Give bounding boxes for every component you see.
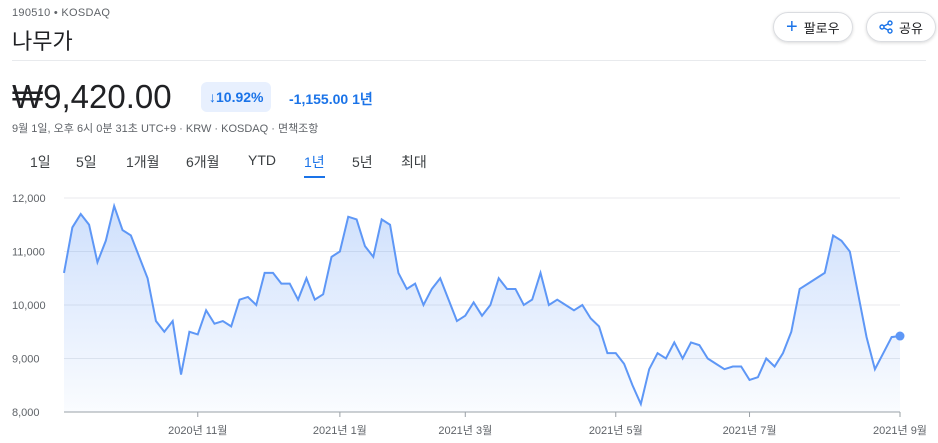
- x-tick-label: 2021년 9월: [873, 424, 927, 437]
- last-point: [895, 331, 905, 341]
- y-tick-label: 10,000: [12, 300, 46, 312]
- company-name: 나무가: [12, 29, 73, 54]
- x-tick-label: 2021년 3월: [438, 424, 492, 437]
- x-tick-label: 2021년 7월: [723, 424, 777, 437]
- follow-label: 팔로우: [803, 20, 840, 36]
- divider: [12, 60, 926, 61]
- price: ₩9,420.00: [12, 78, 172, 115]
- change-badge: ↓10.92%: [201, 82, 272, 112]
- range-tab[interactable]: YTD: [248, 152, 276, 168]
- range-tab[interactable]: 1개월: [126, 154, 160, 170]
- meta: 9월 1일, 오후 6시 0분 31초 UTC+9 · KRW · KOSDAQ…: [12, 123, 319, 135]
- change-period: 1년: [352, 91, 373, 107]
- change-percent: 10.92%: [216, 89, 264, 105]
- y-tick-label: 9,000: [12, 354, 40, 366]
- y-tick-label: 12,000: [12, 193, 46, 205]
- price-line: [63, 202, 901, 408]
- follow-button[interactable]: + 팔로우: [773, 12, 853, 42]
- share-button[interactable]: 공유: [866, 12, 936, 42]
- range-tab[interactable]: 1일: [30, 154, 51, 170]
- x-tick-label: 2021년 5월: [589, 424, 643, 437]
- range-tab[interactable]: 1년: [304, 152, 325, 178]
- range-tab[interactable]: 5년: [352, 154, 373, 170]
- range-tab[interactable]: 최대: [401, 154, 427, 170]
- y-tick-label: 8,000: [12, 407, 40, 419]
- range-tab[interactable]: 6개월: [186, 154, 220, 170]
- share-label: 공유: [899, 20, 923, 36]
- change-value: -1,155.00: [289, 91, 349, 107]
- area-fill: [64, 206, 900, 412]
- ticker: 190510 • KOSDAQ: [12, 7, 111, 19]
- x-tick-label: 2020년 11월: [168, 424, 227, 437]
- range-tab[interactable]: 5일: [76, 154, 97, 170]
- change-absolute: -1,155.00 1년: [289, 89, 373, 109]
- x-tick-label: 2021년 1월: [313, 424, 367, 437]
- y-tick-label: 11,000: [12, 247, 45, 259]
